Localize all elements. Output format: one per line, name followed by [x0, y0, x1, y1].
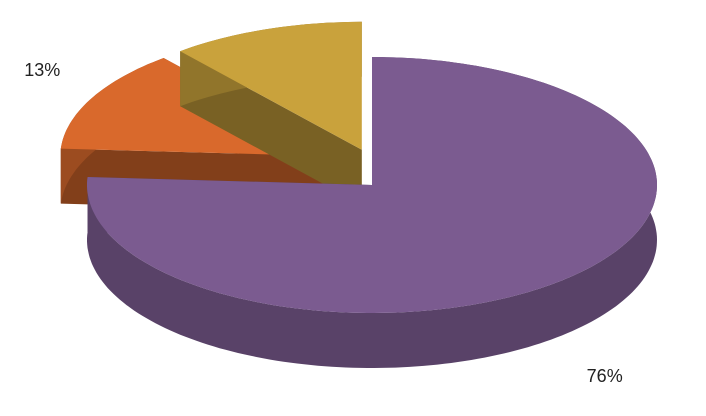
value-label: 76% [587, 366, 623, 386]
slice-top [87, 57, 657, 313]
value-label: 13% [24, 60, 60, 80]
slice-top [180, 21, 362, 150]
